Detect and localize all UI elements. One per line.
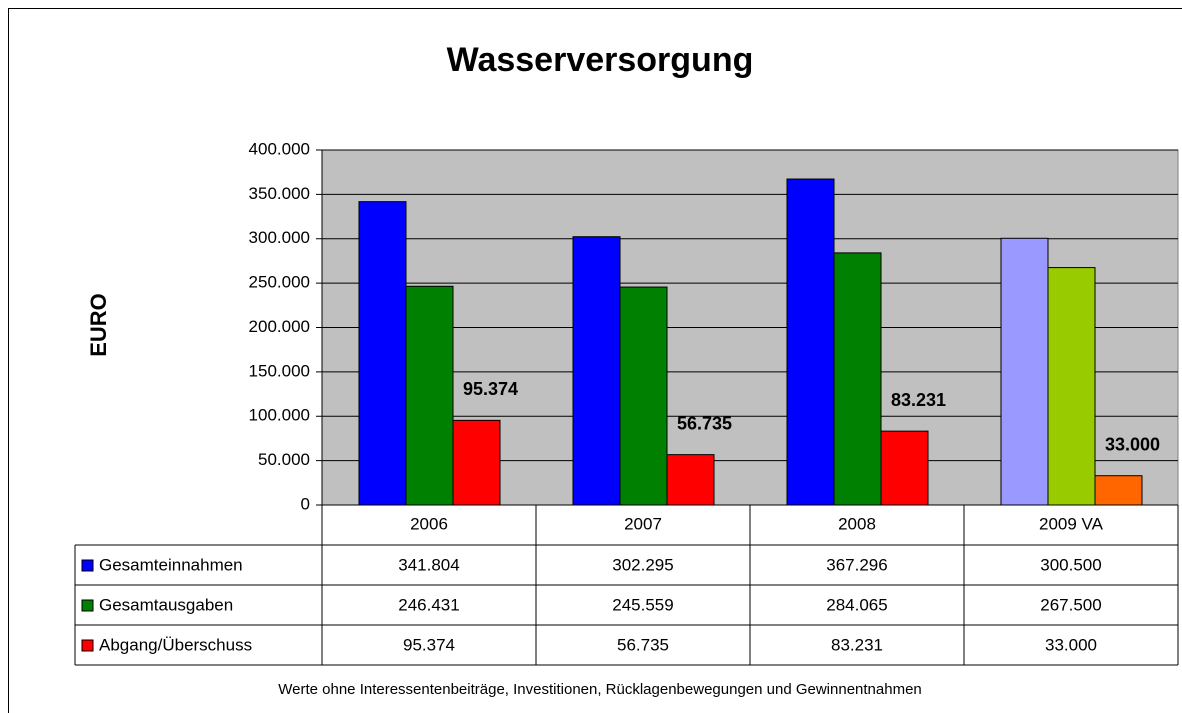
footnote: Werte ohne Interessentenbeiträge, Invest…: [278, 681, 922, 698]
y-tick-label: 150.000: [249, 361, 310, 380]
x-tick-label: 2008: [838, 514, 876, 533]
y-tick-label: 200.000: [249, 317, 310, 336]
x-tick-label: 2009 VA: [1039, 514, 1104, 533]
table-cell: 367.296: [826, 555, 887, 574]
legend-label: Gesamteinnahmen: [99, 555, 243, 574]
bar: [1000, 237, 1049, 506]
bar: [405, 285, 454, 506]
legend-swatch: [81, 599, 94, 612]
chart-title: Wasserversorgung: [447, 41, 754, 79]
bar: [786, 178, 835, 506]
x-tick-label: 2006: [410, 514, 448, 533]
bar: [666, 454, 715, 506]
bar: [880, 430, 929, 506]
table-cell: 95.374: [403, 635, 455, 654]
y-tick-label: 300.000: [249, 228, 310, 247]
table-cell: 246.431: [398, 595, 459, 614]
legend-swatch: [81, 559, 94, 572]
legend-swatch: [81, 639, 94, 652]
data-label: 56.735: [677, 413, 732, 433]
x-tick-label: 2007: [624, 514, 662, 533]
bar: [572, 236, 621, 506]
y-tick-label: 250.000: [249, 273, 310, 292]
table-cell: 33.000: [1045, 635, 1097, 654]
y-tick-label: 350.000: [249, 184, 310, 203]
table-cell: 284.065: [826, 595, 887, 614]
y-axis-label: EURO: [86, 293, 111, 357]
data-label: 95.374: [463, 379, 518, 399]
data-label: 83.231: [891, 390, 946, 410]
bar: [358, 201, 407, 506]
table-cell: 56.735: [617, 635, 669, 654]
table-cell: 341.804: [398, 555, 459, 574]
table-cell: 300.500: [1040, 555, 1101, 574]
y-tick-label: 400.000: [249, 139, 310, 158]
legend-label: Gesamtausgaben: [99, 595, 233, 614]
bar: [619, 286, 668, 506]
legend-label: Abgang/Überschuss: [99, 635, 252, 654]
bar: [1047, 267, 1096, 506]
y-tick-label: 50.000: [258, 450, 310, 469]
table-cell: 245.559: [612, 595, 673, 614]
bar: [1094, 475, 1143, 506]
data-label: 33.000: [1105, 434, 1160, 454]
table-cell: 267.500: [1040, 595, 1101, 614]
table-cell: 302.295: [612, 555, 673, 574]
bar: [452, 419, 501, 506]
y-tick-label: 0: [301, 494, 310, 513]
bar: [833, 252, 882, 506]
y-tick-label: 100.000: [249, 406, 310, 425]
table-cell: 83.231: [831, 635, 883, 654]
